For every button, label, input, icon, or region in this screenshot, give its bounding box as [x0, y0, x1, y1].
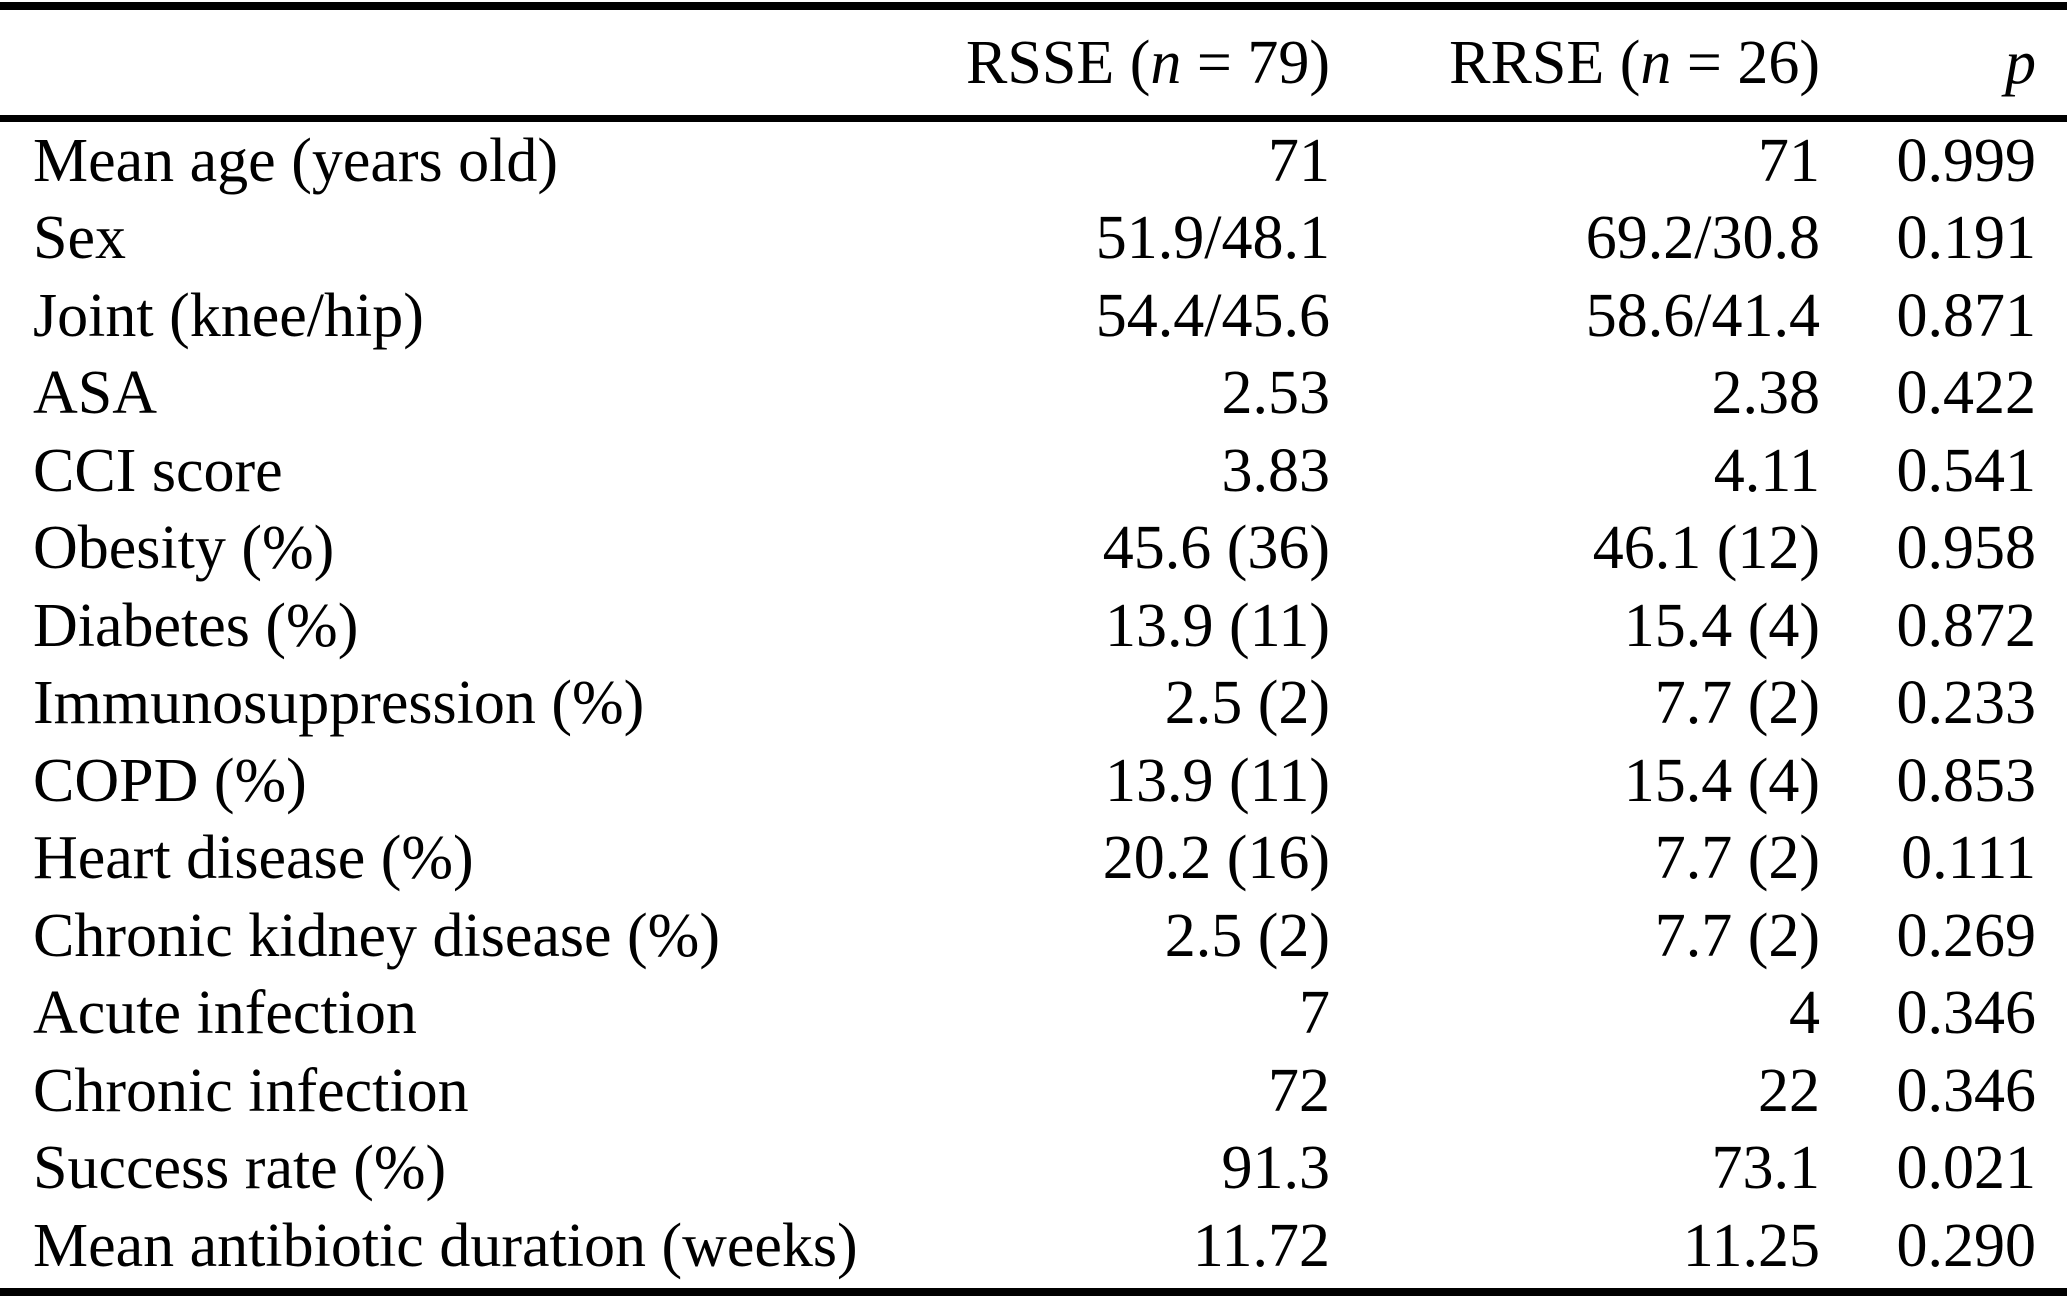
- rsse-value-cell: 54.4/45.6: [1095, 281, 1330, 350]
- table-row: Chronic infection 72 22 0.346: [0, 1052, 2067, 1130]
- rsse-header-prefix: RSSE (: [966, 28, 1151, 97]
- p-value-cell: 0.872: [1896, 591, 2037, 660]
- rsse-value-cell: 2.53: [1221, 359, 1331, 428]
- table-row: Heart disease (%) 20.2 (16) 7.7 (2) 0.11…: [0, 820, 2067, 898]
- table-row: Chronic kidney disease (%) 2.5 (2) 7.7 (…: [0, 897, 2067, 975]
- p-value-cell: 0.853: [1896, 746, 2037, 815]
- p-value-cell: 0.191: [1896, 204, 2037, 273]
- p-value-cell: 0.958: [1896, 514, 2037, 583]
- p-value-cell: 0.233: [1896, 669, 2037, 738]
- p-value-cell: 0.422: [1896, 359, 2037, 428]
- table-top-rule: [0, 2, 2067, 10]
- p-value-cell: 0.871: [1896, 281, 2037, 350]
- table-row: Immunosuppression (%) 2.5 (2) 7.7 (2) 0.…: [0, 665, 2067, 743]
- rrse-value-cell: 46.1 (12): [1592, 514, 1820, 583]
- rrse-header-prefix: RRSE (: [1449, 28, 1641, 97]
- row-label-cell: Immunosuppression (%): [33, 669, 645, 738]
- rrse-value-cell: 11.25: [1682, 1211, 1820, 1280]
- p-value-cell: 0.346: [1896, 1056, 2037, 1125]
- row-label-cell: Success rate (%): [33, 1134, 447, 1203]
- table-row: Sex 51.9/48.1 69.2/30.8 0.191: [0, 200, 2067, 278]
- p-value-cell: 0.541: [1896, 436, 2037, 505]
- column-header-rsse: RSSE (n = 79): [960, 32, 1330, 94]
- row-label-cell: Diabetes (%): [33, 591, 359, 660]
- rrse-value-cell: 4: [1789, 979, 1820, 1048]
- rsse-value-cell: 72: [1268, 1056, 1330, 1125]
- rrse-value-cell: 15.4 (4): [1623, 746, 1820, 815]
- p-value-cell: 0.290: [1896, 1211, 2037, 1280]
- rsse-value-cell: 13.9 (11): [1105, 746, 1330, 815]
- rrse-header-n-symbol: n: [1640, 28, 1672, 97]
- row-label-cell: Obesity (%): [33, 514, 335, 583]
- table-row: Obesity (%) 45.6 (36) 46.1 (12) 0.958: [0, 510, 2067, 588]
- row-label-cell: Chronic kidney disease (%): [33, 901, 720, 970]
- rrse-value-cell: 71: [1758, 126, 1820, 195]
- p-value-cell: 0.999: [1896, 126, 2037, 195]
- rrse-value-cell: 7.7 (2): [1654, 669, 1820, 738]
- table-body: Mean age (years old) 71 71 0.999 Sex 51.…: [0, 122, 2067, 1285]
- rsse-value-cell: 3.83: [1221, 436, 1331, 505]
- rsse-value-cell: 20.2 (16): [1102, 824, 1330, 893]
- rsse-value-cell: 51.9/48.1: [1095, 204, 1330, 273]
- p-value-cell: 0.346: [1896, 979, 2037, 1048]
- p-header-symbol: p: [2005, 28, 2036, 97]
- row-label-cell: CCI score: [33, 436, 283, 505]
- row-label-cell: Acute infection: [33, 979, 417, 1048]
- rrse-header-count: = 26): [1671, 28, 1820, 97]
- row-label-cell: Joint (knee/hip): [33, 281, 424, 350]
- rrse-value-cell: 58.6/41.4: [1585, 281, 1820, 350]
- row-label-cell: Heart disease (%): [33, 824, 474, 893]
- row-label-cell: Mean antibiotic duration (weeks): [33, 1211, 858, 1280]
- table-row: ASA 2.53 2.38 0.422: [0, 355, 2067, 433]
- table-row: Success rate (%) 91.3 73.1 0.021: [0, 1130, 2067, 1208]
- rrse-value-cell: 7.7 (2): [1654, 901, 1820, 970]
- table-bottom-rule: [0, 1287, 2067, 1296]
- row-label-cell: COPD (%): [33, 746, 307, 815]
- p-value-cell: 0.269: [1896, 901, 2037, 970]
- table-row: Joint (knee/hip) 54.4/45.6 58.6/41.4 0.8…: [0, 277, 2067, 355]
- rrse-value-cell: 2.38: [1711, 359, 1821, 428]
- row-label-cell: Chronic infection: [33, 1056, 469, 1125]
- rrse-value-cell: 22: [1758, 1056, 1820, 1125]
- table-row: CCI score 3.83 4.11 0.541: [0, 432, 2067, 510]
- rsse-value-cell: 45.6 (36): [1102, 514, 1330, 583]
- rrse-value-cell: 7.7 (2): [1654, 824, 1820, 893]
- rsse-value-cell: 13.9 (11): [1105, 591, 1330, 660]
- rsse-header-count: = 79): [1181, 28, 1330, 97]
- rsse-value-cell: 11.72: [1192, 1211, 1330, 1280]
- p-value-cell: 0.111: [1901, 824, 2036, 893]
- rrse-value-cell: 15.4 (4): [1623, 591, 1820, 660]
- row-label-cell: Sex: [33, 204, 126, 273]
- rrse-value-cell: 69.2/30.8: [1585, 204, 1820, 273]
- table-row: Mean age (years old) 71 71 0.999: [0, 122, 2067, 200]
- rsse-value-cell: 2.5 (2): [1164, 669, 1330, 738]
- rsse-value-cell: 71: [1268, 126, 1330, 195]
- column-header-rrse: RRSE (n = 26): [1330, 32, 1820, 94]
- rsse-value-cell: 2.5 (2): [1164, 901, 1330, 970]
- table-header-row: RSSE (n = 79) RRSE (n = 26) p: [0, 10, 2067, 115]
- rrse-value-cell: 73.1: [1711, 1134, 1821, 1203]
- rsse-value-cell: 91.3: [1221, 1134, 1331, 1203]
- column-header-p: p: [1820, 32, 2036, 94]
- rsse-value-cell: 7: [1299, 979, 1330, 1048]
- rrse-value-cell: 4.11: [1713, 436, 1820, 505]
- table-row: Acute infection 7 4 0.346: [0, 975, 2067, 1053]
- header-divider-rule: [0, 115, 2067, 122]
- p-value-cell: 0.021: [1896, 1134, 2037, 1203]
- table-row: COPD (%) 13.9 (11) 15.4 (4) 0.853: [0, 742, 2067, 820]
- row-label-cell: Mean age (years old): [33, 126, 559, 195]
- rsse-header-n-symbol: n: [1150, 28, 1182, 97]
- row-label-cell: ASA: [33, 359, 158, 428]
- table-row: Diabetes (%) 13.9 (11) 15.4 (4) 0.872: [0, 587, 2067, 665]
- table-row: Mean antibiotic duration (weeks) 11.72 1…: [0, 1207, 2067, 1285]
